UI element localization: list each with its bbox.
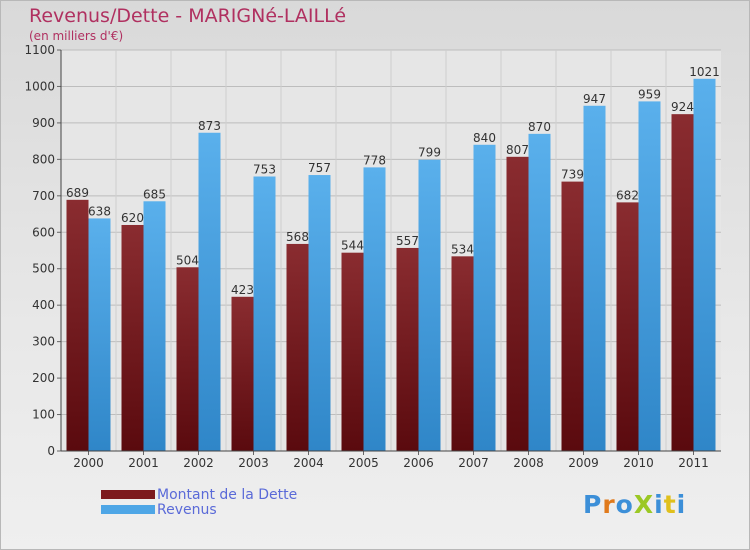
x-tick-label: 2001 (128, 456, 159, 470)
legend-swatch-revenus (101, 505, 155, 514)
proxiti-logo: ProXiti (583, 490, 686, 519)
bar-revenus (528, 133, 551, 451)
data-label: 504 (176, 253, 199, 267)
x-tick-label: 2006 (403, 456, 434, 470)
legend-item-dette: Montant de la Dette (101, 486, 298, 503)
bar-dette (286, 243, 309, 451)
data-label: 682 (616, 188, 639, 202)
y-tick-label: 300 (32, 335, 55, 349)
chart-title: Revenus/Dette - MARIGNé-LAILLé (29, 5, 347, 27)
logo-letter: X (633, 490, 655, 519)
legend-swatch-dette (101, 490, 155, 499)
bar-revenus (583, 105, 606, 451)
x-tick-label: 2003 (238, 456, 269, 470)
bar-revenus (363, 167, 386, 451)
bar-dette (506, 156, 529, 451)
y-tick-label: 100 (32, 408, 55, 422)
data-label: 689 (66, 186, 89, 200)
data-label: 757 (308, 161, 331, 175)
data-label: 870 (528, 120, 551, 134)
logo-letter: o (615, 490, 634, 519)
bar-dette (396, 247, 419, 451)
x-tick-label: 2010 (623, 456, 654, 470)
bar-dette (66, 199, 89, 451)
logo-letter: t (663, 490, 677, 519)
bar-revenus (638, 101, 661, 451)
y-tick-label: 700 (32, 189, 55, 203)
x-tick-label: 2008 (513, 456, 544, 470)
y-tick-label: 500 (32, 262, 55, 276)
data-label: 753 (253, 162, 276, 176)
data-label: 685 (143, 187, 166, 201)
y-tick-label: 0 (47, 444, 55, 458)
y-tick-label: 800 (32, 152, 55, 166)
logo-letter: i (654, 490, 664, 519)
bar-revenus (693, 78, 716, 452)
data-label: 959 (638, 87, 661, 101)
bar-revenus (143, 201, 166, 451)
bar-revenus (253, 176, 276, 452)
data-label: 1021 (689, 65, 720, 79)
y-tick-label: 900 (32, 116, 55, 130)
x-tick-label: 2009 (568, 456, 599, 470)
bar-dette (121, 224, 144, 451)
legend-label-dette: Montant de la Dette (157, 486, 298, 503)
bar-dette (451, 256, 474, 451)
data-label: 840 (473, 131, 496, 145)
data-label: 778 (363, 153, 386, 167)
bar-revenus (88, 218, 111, 451)
data-label: 799 (418, 146, 441, 160)
y-tick-label: 1000 (24, 79, 55, 93)
x-tick-label: 2007 (458, 456, 489, 470)
logo-letter: r (602, 490, 616, 519)
y-tick-label: 1100 (24, 43, 55, 57)
bar-dette (341, 252, 364, 451)
bar-dette (616, 202, 639, 451)
bar-dette (176, 267, 199, 451)
data-label: 739 (561, 168, 584, 182)
y-tick-label: 600 (32, 225, 55, 239)
x-tick-label: 2005 (348, 456, 379, 470)
data-label: 620 (121, 211, 144, 225)
chart-subtitle: (en milliers d'€) (29, 29, 124, 43)
legend-label-revenus: Revenus (157, 501, 217, 518)
data-label: 638 (88, 204, 111, 218)
y-tick-label: 200 (32, 371, 55, 385)
x-tick-label: 2000 (73, 456, 104, 470)
data-label: 544 (341, 239, 364, 253)
bar-dette (231, 296, 254, 451)
legend-item-revenus: Revenus (101, 501, 297, 518)
bar-revenus (198, 132, 221, 451)
legend: Montant de la Dette Revenus (101, 486, 298, 518)
x-tick-label: 2011 (678, 456, 709, 470)
data-label: 924 (671, 100, 694, 114)
logo-letter: i (676, 490, 687, 519)
bar-dette (671, 114, 694, 451)
data-label: 873 (198, 119, 221, 133)
data-label: 568 (286, 230, 309, 244)
x-tick-label: 2002 (183, 456, 214, 470)
bar-revenus (418, 159, 441, 451)
data-label: 807 (506, 143, 529, 157)
y-tick-label: 400 (32, 298, 55, 312)
logo-letter: P (583, 490, 603, 519)
data-label: 947 (583, 92, 606, 106)
x-tick-label: 2004 (293, 456, 324, 470)
bar-dette (561, 181, 584, 452)
data-label: 423 (231, 283, 254, 297)
data-label: 534 (451, 242, 474, 256)
bar-revenus (473, 144, 496, 452)
data-label: 557 (396, 234, 419, 248)
bar-revenus (308, 175, 331, 451)
